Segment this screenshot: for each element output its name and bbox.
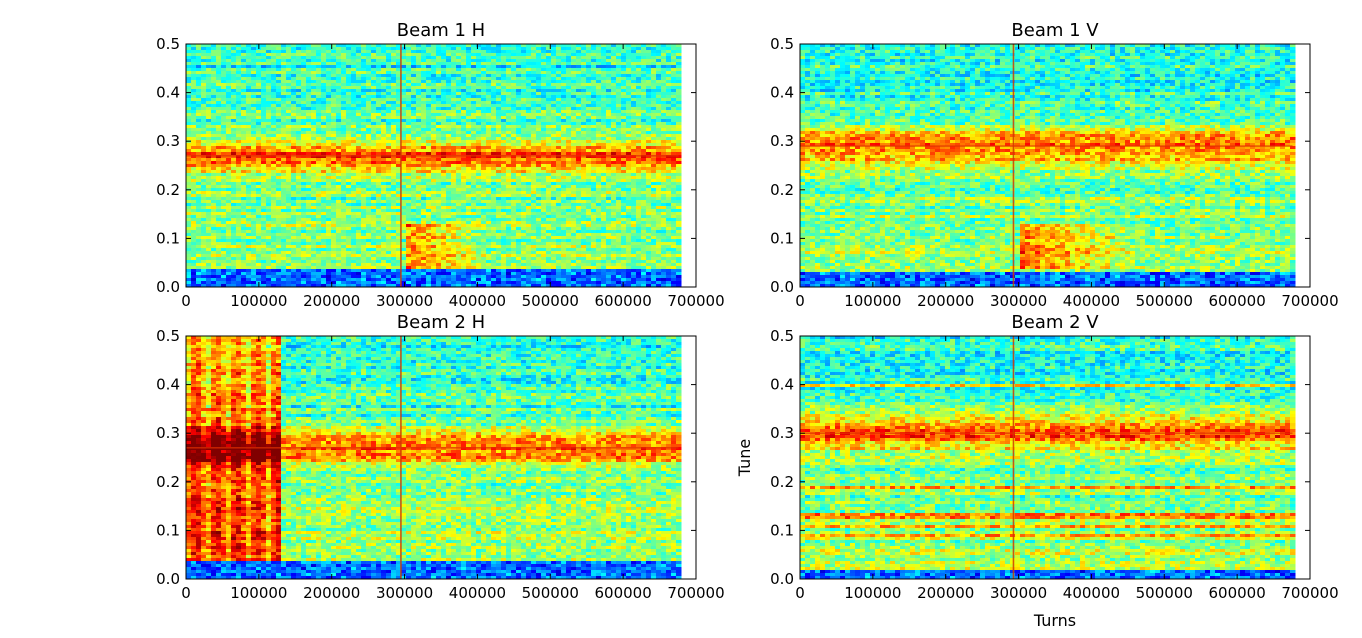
x-tick-label: 200000 [917,584,974,602]
x-ticks-beam-1-h: 0 100000 200000 300000 400000 500000 600000 700… [181,44,725,310]
y-tick-label: 0.5 [156,35,180,53]
y-tick-label: 0.2 [156,181,180,199]
x-tick-label: 0 [181,584,191,602]
panel-title-beam-1-h: Beam 1 H [397,20,485,41]
panel-title-beam-2-v: Beam 2 V [1011,312,1099,333]
panel-title-beam-1-v: Beam 1 V [1011,20,1099,41]
y-tick-label: 0.1 [156,229,180,247]
y-tick-label: 0.0 [156,278,180,296]
x-tick-label: 300000 [376,584,433,602]
y-tick-label: 0.3 [770,132,794,150]
x-tick-label: 600000 [1209,292,1266,310]
heatmap-beam-2-v [800,336,1296,579]
x-tick-label: 100000 [844,292,901,310]
x-tick-label: 700000 [1281,292,1338,310]
y-tick-label: 0.4 [770,376,794,394]
y-tick-label: 0.1 [770,521,794,539]
x-tick-label: 400000 [1063,584,1120,602]
x-tick-label: 100000 [230,584,287,602]
x-tick-label: 600000 [595,292,652,310]
x-tick-label: 700000 [1281,584,1338,602]
panel-title-beam-2-h: Beam 2 H [397,312,485,333]
x-tick-label: 100000 [230,292,287,310]
x-tick-label: 700000 [667,584,724,602]
y-tick-label: 0.2 [156,473,180,491]
y-tick-label: 0.5 [770,327,794,345]
axes-frame-beam-1-v [799,43,1311,288]
heatmap-beam-1-h [186,44,682,287]
x-tick-label: 100000 [844,584,901,602]
x-tick-label: 200000 [303,584,360,602]
axes-frame-beam-2-v [799,335,1311,580]
x-tick-label: 400000 [449,292,506,310]
y-tick-label: 0.2 [770,181,794,199]
x-ticks-beam-1-v: 0 100000 200000 300000 400000 500000 600000 700… [795,44,1339,310]
x-tick-label: 500000 [1136,292,1193,310]
x-tick-label: 600000 [595,584,652,602]
y-tick-label: 0.5 [770,35,794,53]
panel-beam-2-v: 0 100000 200000 300000 400000 500000 600000 700… [735,312,1339,630]
x-tick-label: 300000 [990,292,1047,310]
y-ticks-beam-2-h: 0.0 0.1 0.2 0.3 0.4 0.5 [156,327,696,588]
y-tick-label: 0.0 [770,278,794,296]
panel-beam-1-v: 0 100000 200000 300000 400000 500000 600000 700… [770,20,1338,310]
axes-frame-beam-2-h [185,335,697,580]
y-ticks-beam-1-v: 0.0 0.1 0.2 0.3 0.4 0.5 [770,35,1310,296]
y-ticks-beam-2-v: 0.0 0.1 0.2 0.3 0.4 0.5 [770,327,1310,588]
panel-beam-2-h: 0 100000 200000 300000 400000 500000 600000 700… [156,312,724,602]
x-tick-label: 500000 [522,584,579,602]
x-tick-label: 200000 [917,292,974,310]
x-ticks-beam-2-v: 0 100000 200000 300000 400000 500000 600000 700… [795,336,1339,602]
y-tick-label: 0.1 [156,521,180,539]
x-tick-label: 400000 [1063,292,1120,310]
y-tick-label: 0.3 [156,424,180,442]
x-tick-label: 300000 [376,292,433,310]
y-tick-label: 0.2 [770,473,794,491]
x-tick-label: 0 [795,584,805,602]
y-tick-label: 0.1 [770,229,794,247]
x-tick-label: 500000 [1136,584,1193,602]
y-tick-label: 0.3 [156,132,180,150]
x-tick-label: 0 [181,292,191,310]
y-tick-label: 0.4 [770,84,794,102]
x-tick-label: 0 [795,292,805,310]
x-ticks-beam-2-h: 0 100000 200000 300000 400000 500000 600000 700… [181,336,725,602]
x-tick-label: 400000 [449,584,506,602]
heatmap-beam-1-v [800,44,1296,287]
x-tick-label: 600000 [1209,584,1266,602]
y-tick-label: 0.3 [770,424,794,442]
x-tick-label: 200000 [303,292,360,310]
heatmap-beam-2-h [186,336,682,579]
y-tick-label: 0.0 [770,570,794,588]
y-tick-label: 0.0 [156,570,180,588]
y-tick-label: 0.4 [156,84,180,102]
x-tick-label: 700000 [667,292,724,310]
y-tick-label: 0.5 [156,327,180,345]
x-axis-label-turns: Turns [1033,611,1076,630]
axes-frame-beam-1-h [185,43,697,288]
x-tick-label: 300000 [990,584,1047,602]
panel-beam-1-h: 0 100000 200000 300000 400000 500000 600000 700… [156,20,724,310]
y-ticks-beam-1-h: 0.0 0.1 0.2 0.3 0.4 0.5 [156,35,696,296]
x-tick-label: 500000 [522,292,579,310]
y-tick-label: 0.4 [156,376,180,394]
y-axis-label-tune: Tune [735,439,754,477]
